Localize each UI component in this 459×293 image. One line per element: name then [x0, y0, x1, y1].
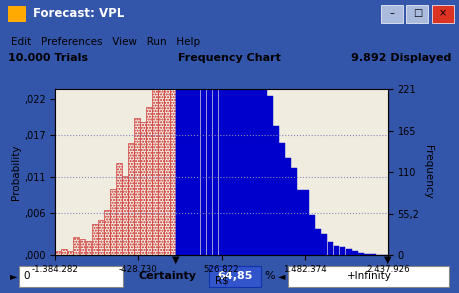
Text: ▼: ▼: [384, 255, 392, 265]
Bar: [261, 86, 267, 255]
Bar: [79, 239, 85, 255]
Bar: [146, 107, 152, 255]
Bar: [56, 251, 61, 255]
Bar: [134, 118, 140, 255]
Bar: [321, 234, 327, 255]
Bar: [407, 5, 428, 23]
Bar: [104, 210, 110, 255]
Bar: [195, 0, 200, 255]
Bar: [364, 254, 369, 255]
Bar: [334, 246, 339, 255]
Bar: [249, 29, 255, 255]
Bar: [285, 159, 291, 255]
Bar: [92, 224, 97, 255]
Text: ◄: ◄: [278, 271, 286, 281]
Bar: [67, 251, 73, 255]
Bar: [209, 266, 261, 287]
Bar: [346, 248, 352, 255]
Bar: [201, 0, 207, 255]
Bar: [370, 254, 376, 255]
Bar: [19, 266, 123, 287]
Y-axis label: Probability: Probability: [11, 144, 21, 200]
Text: Certainty: Certainty: [139, 271, 197, 281]
Bar: [207, 0, 213, 255]
Bar: [328, 242, 333, 255]
Bar: [255, 54, 261, 255]
Text: 10.000 Trials: 10.000 Trials: [8, 53, 88, 63]
Bar: [352, 251, 358, 255]
Bar: [231, 0, 236, 255]
Text: 0: 0: [23, 271, 30, 281]
Bar: [237, 0, 243, 255]
Bar: [273, 126, 279, 255]
Bar: [176, 0, 182, 255]
Bar: [122, 176, 128, 255]
Bar: [110, 188, 116, 255]
Bar: [279, 143, 285, 255]
Bar: [128, 144, 134, 255]
Bar: [303, 190, 309, 255]
Bar: [381, 5, 403, 23]
Text: ►: ►: [10, 271, 17, 281]
Bar: [267, 96, 273, 255]
X-axis label: R$: R$: [215, 275, 229, 285]
Text: Frequency Chart: Frequency Chart: [178, 53, 281, 63]
Y-axis label: Frequency: Frequency: [423, 145, 433, 199]
Text: +Infinity: +Infinity: [347, 271, 392, 281]
Bar: [8, 6, 26, 21]
Text: Edit   Preferences   View   Run   Help: Edit Preferences View Run Help: [11, 37, 201, 47]
Bar: [309, 215, 315, 255]
Bar: [85, 241, 91, 255]
Bar: [213, 0, 218, 255]
Bar: [315, 229, 321, 255]
Text: 9.892 Displayed: 9.892 Displayed: [351, 53, 451, 63]
Bar: [73, 237, 79, 255]
Text: Forecast: VPL: Forecast: VPL: [33, 7, 124, 20]
Bar: [358, 253, 364, 255]
Text: ▼: ▼: [172, 255, 179, 265]
Bar: [288, 266, 449, 287]
Bar: [170, 0, 176, 255]
Text: %: %: [265, 271, 275, 281]
Bar: [158, 21, 164, 255]
Bar: [182, 0, 188, 255]
Bar: [432, 5, 453, 23]
Bar: [225, 0, 230, 255]
Bar: [218, 0, 224, 255]
Bar: [164, 17, 170, 255]
Bar: [291, 168, 297, 255]
Text: ×: ×: [439, 8, 447, 18]
Bar: [98, 220, 104, 255]
Text: –: –: [390, 8, 394, 18]
Bar: [140, 122, 146, 255]
Bar: [152, 51, 158, 255]
Bar: [188, 0, 194, 255]
Bar: [297, 190, 303, 255]
Bar: [340, 247, 346, 255]
Text: □: □: [413, 8, 422, 18]
Bar: [116, 163, 122, 255]
Bar: [243, 18, 249, 255]
Text: 64,85: 64,85: [218, 271, 253, 281]
Bar: [62, 248, 67, 255]
